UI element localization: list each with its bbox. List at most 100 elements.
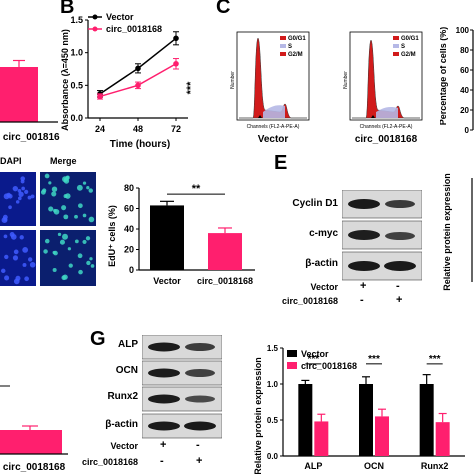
image-col-dapi: DAPI (0, 156, 22, 166)
cell-nucleus (57, 232, 62, 237)
panel-letter-e: E (274, 152, 288, 174)
panel-b-xlabel: Time (hours) (110, 139, 170, 150)
fluorescence-image-grid (0, 172, 96, 286)
bar-panel-d-vector (150, 205, 184, 270)
flow-histogram-vector: Number Channels (FL2-A-PE-A) Vector G0/G… (230, 31, 310, 145)
cell-nucleus (3, 234, 8, 239)
cell-nucleus (44, 173, 50, 179)
flow-xlabel-vector: Channels (FL2-A-PE-A) (247, 124, 300, 130)
panel-g-ytick-label: 1.5 (267, 344, 279, 353)
flow-ylabel-vector: Number (230, 71, 236, 89)
panel-d-chart: 0 20 40 60 80 Vector circ_0018168 ** EdU⁺ cell… (107, 183, 255, 286)
blot-e-row-vector: Vector (310, 282, 338, 292)
blot-e-sign-2: - (396, 280, 400, 292)
significance-g: *** (368, 354, 380, 365)
cell-nucleus (4, 254, 9, 260)
panel-g-ytick-label: 0.5 (267, 416, 279, 425)
cell-nucleus (53, 208, 60, 215)
bar-panel-a (0, 67, 38, 122)
blot-g-sign-3: - (160, 455, 164, 467)
legend-label-vector: Vector (106, 12, 134, 22)
blot-e-row-circ: circ_0018168 (281, 296, 338, 306)
panel-b-ylabel: Absorbance (λ=450 nm) (60, 29, 70, 131)
cell-nucleus (22, 262, 27, 267)
panel-letter-g: G (90, 328, 106, 350)
bar-panel-g-circ (435, 422, 450, 456)
blot-g-row-circ: circ_0018168 (81, 457, 138, 467)
panel-d-ytick-label: 0 (129, 265, 134, 275)
panel-b-xtick-label: 48 (133, 124, 143, 134)
cell-nucleus (59, 239, 65, 245)
blot-g-membranes (142, 335, 222, 439)
flow-legend-g2m-circ: G2/M (401, 52, 416, 58)
panel-g-marks: *** ALP *** OCN *** Runx2 (298, 354, 450, 471)
flow-title-circ: circ_0018168 (355, 134, 418, 145)
cell-nucleus (27, 257, 33, 262)
cell-nucleus (68, 263, 73, 268)
cell-nucleus (22, 246, 29, 253)
flow-ylabel-circ: Number (343, 71, 349, 89)
cell-nucleus (82, 239, 87, 245)
significance-g: *** (307, 354, 319, 365)
flow-title-vector: Vector (258, 134, 289, 145)
panel-d-xtick-label: circ_0018168 (197, 276, 253, 286)
panel-e-blot: Cyclin D1 c-myc β-actin Vector + - circ_… (270, 178, 430, 308)
cell-nucleus (24, 189, 29, 194)
cell-nucleus (90, 264, 95, 268)
blot-g-sign-2: - (196, 439, 200, 451)
panel-g-ytick-label: 1.0 (267, 380, 279, 389)
panel-b-axes: 0.0 0.5 1.0 1.5 24 48 72 (70, 15, 188, 134)
cell-nucleus (85, 236, 91, 241)
panel-b-chart: 0.0 0.5 1.0 1.5 24 48 72 Vector circ_0018168 *… (60, 12, 197, 150)
cell-nucleus (44, 238, 50, 244)
panel-b-significance: *** (185, 81, 197, 95)
cell-nucleus (74, 239, 79, 244)
cell-nucleus (77, 253, 83, 259)
panel-c-axes: 0 20 40 60 80 100 (456, 26, 474, 135)
panel-a-chart: circ_0018168 (0, 59, 60, 143)
cell-nucleus (13, 278, 20, 285)
cell-nucleus (62, 233, 68, 240)
cell-nucleus (82, 181, 87, 185)
panel-g-blot: ALP OCN Runx2 β-actin Vector + - circ_00… (82, 335, 230, 474)
panel-b-legend: Vector circ_0018168 (88, 12, 162, 34)
blot-e-label-actin: β-actin (305, 258, 338, 269)
blot-e-membranes (342, 190, 422, 281)
cell-nucleus (52, 267, 57, 273)
panel-b-ytick-label: 0.5 (70, 80, 83, 90)
cell-nucleus (89, 257, 93, 261)
panel-c-ytick-label: 100 (456, 26, 470, 35)
blot-g-label-ocn: OCN (115, 365, 138, 376)
data-point-vector (135, 65, 141, 72)
cell-nucleus (52, 250, 56, 255)
cell-nucleus (13, 249, 19, 255)
bar-panel-g-circ (314, 421, 329, 456)
panel-g-chart: 0.0 0.5 1.0 1.5 *** ALP *** OCN *** Runx2 Vector… (253, 344, 465, 474)
bar-panel-g-vector (419, 384, 434, 456)
panel-a-xlabel: circ_0018168 (3, 132, 60, 143)
blot-g-label-actin: β-actin (105, 419, 138, 430)
cell-nucleus (24, 276, 29, 282)
image-col-merge: Merge (50, 156, 77, 166)
data-point-circ (97, 93, 103, 100)
cell-nucleus (4, 275, 10, 281)
panel-d-ylabel: EdU⁺ cells (%) (107, 205, 117, 267)
panel-d-images: DAPI Merge (0, 156, 100, 286)
panel-c-ytick-label: 0 (465, 126, 470, 135)
cell-nucleus (20, 179, 25, 184)
panel-g-ytick-label: 0.0 (267, 452, 279, 461)
legend-g-label-vector: Vector (301, 349, 329, 359)
panel-g-axes: 0.0 0.5 1.0 1.5 (267, 344, 465, 461)
cell-nucleus (86, 186, 90, 190)
blot-e-sign-4: + (396, 294, 403, 306)
cell-nucleus (74, 214, 78, 219)
panel-d-ytick-label: 20 (124, 245, 134, 255)
panel-letter-c: C (216, 0, 231, 18)
blot-e-sign-3: - (360, 294, 364, 306)
cell-nucleus (77, 203, 83, 209)
flow-legend-g2m-vector: G2/M (288, 52, 303, 58)
blot-g-row-vector: Vector (110, 441, 138, 451)
cell-nucleus (61, 205, 67, 211)
cell-nucleus (82, 213, 87, 218)
cell-nucleus (19, 235, 24, 240)
